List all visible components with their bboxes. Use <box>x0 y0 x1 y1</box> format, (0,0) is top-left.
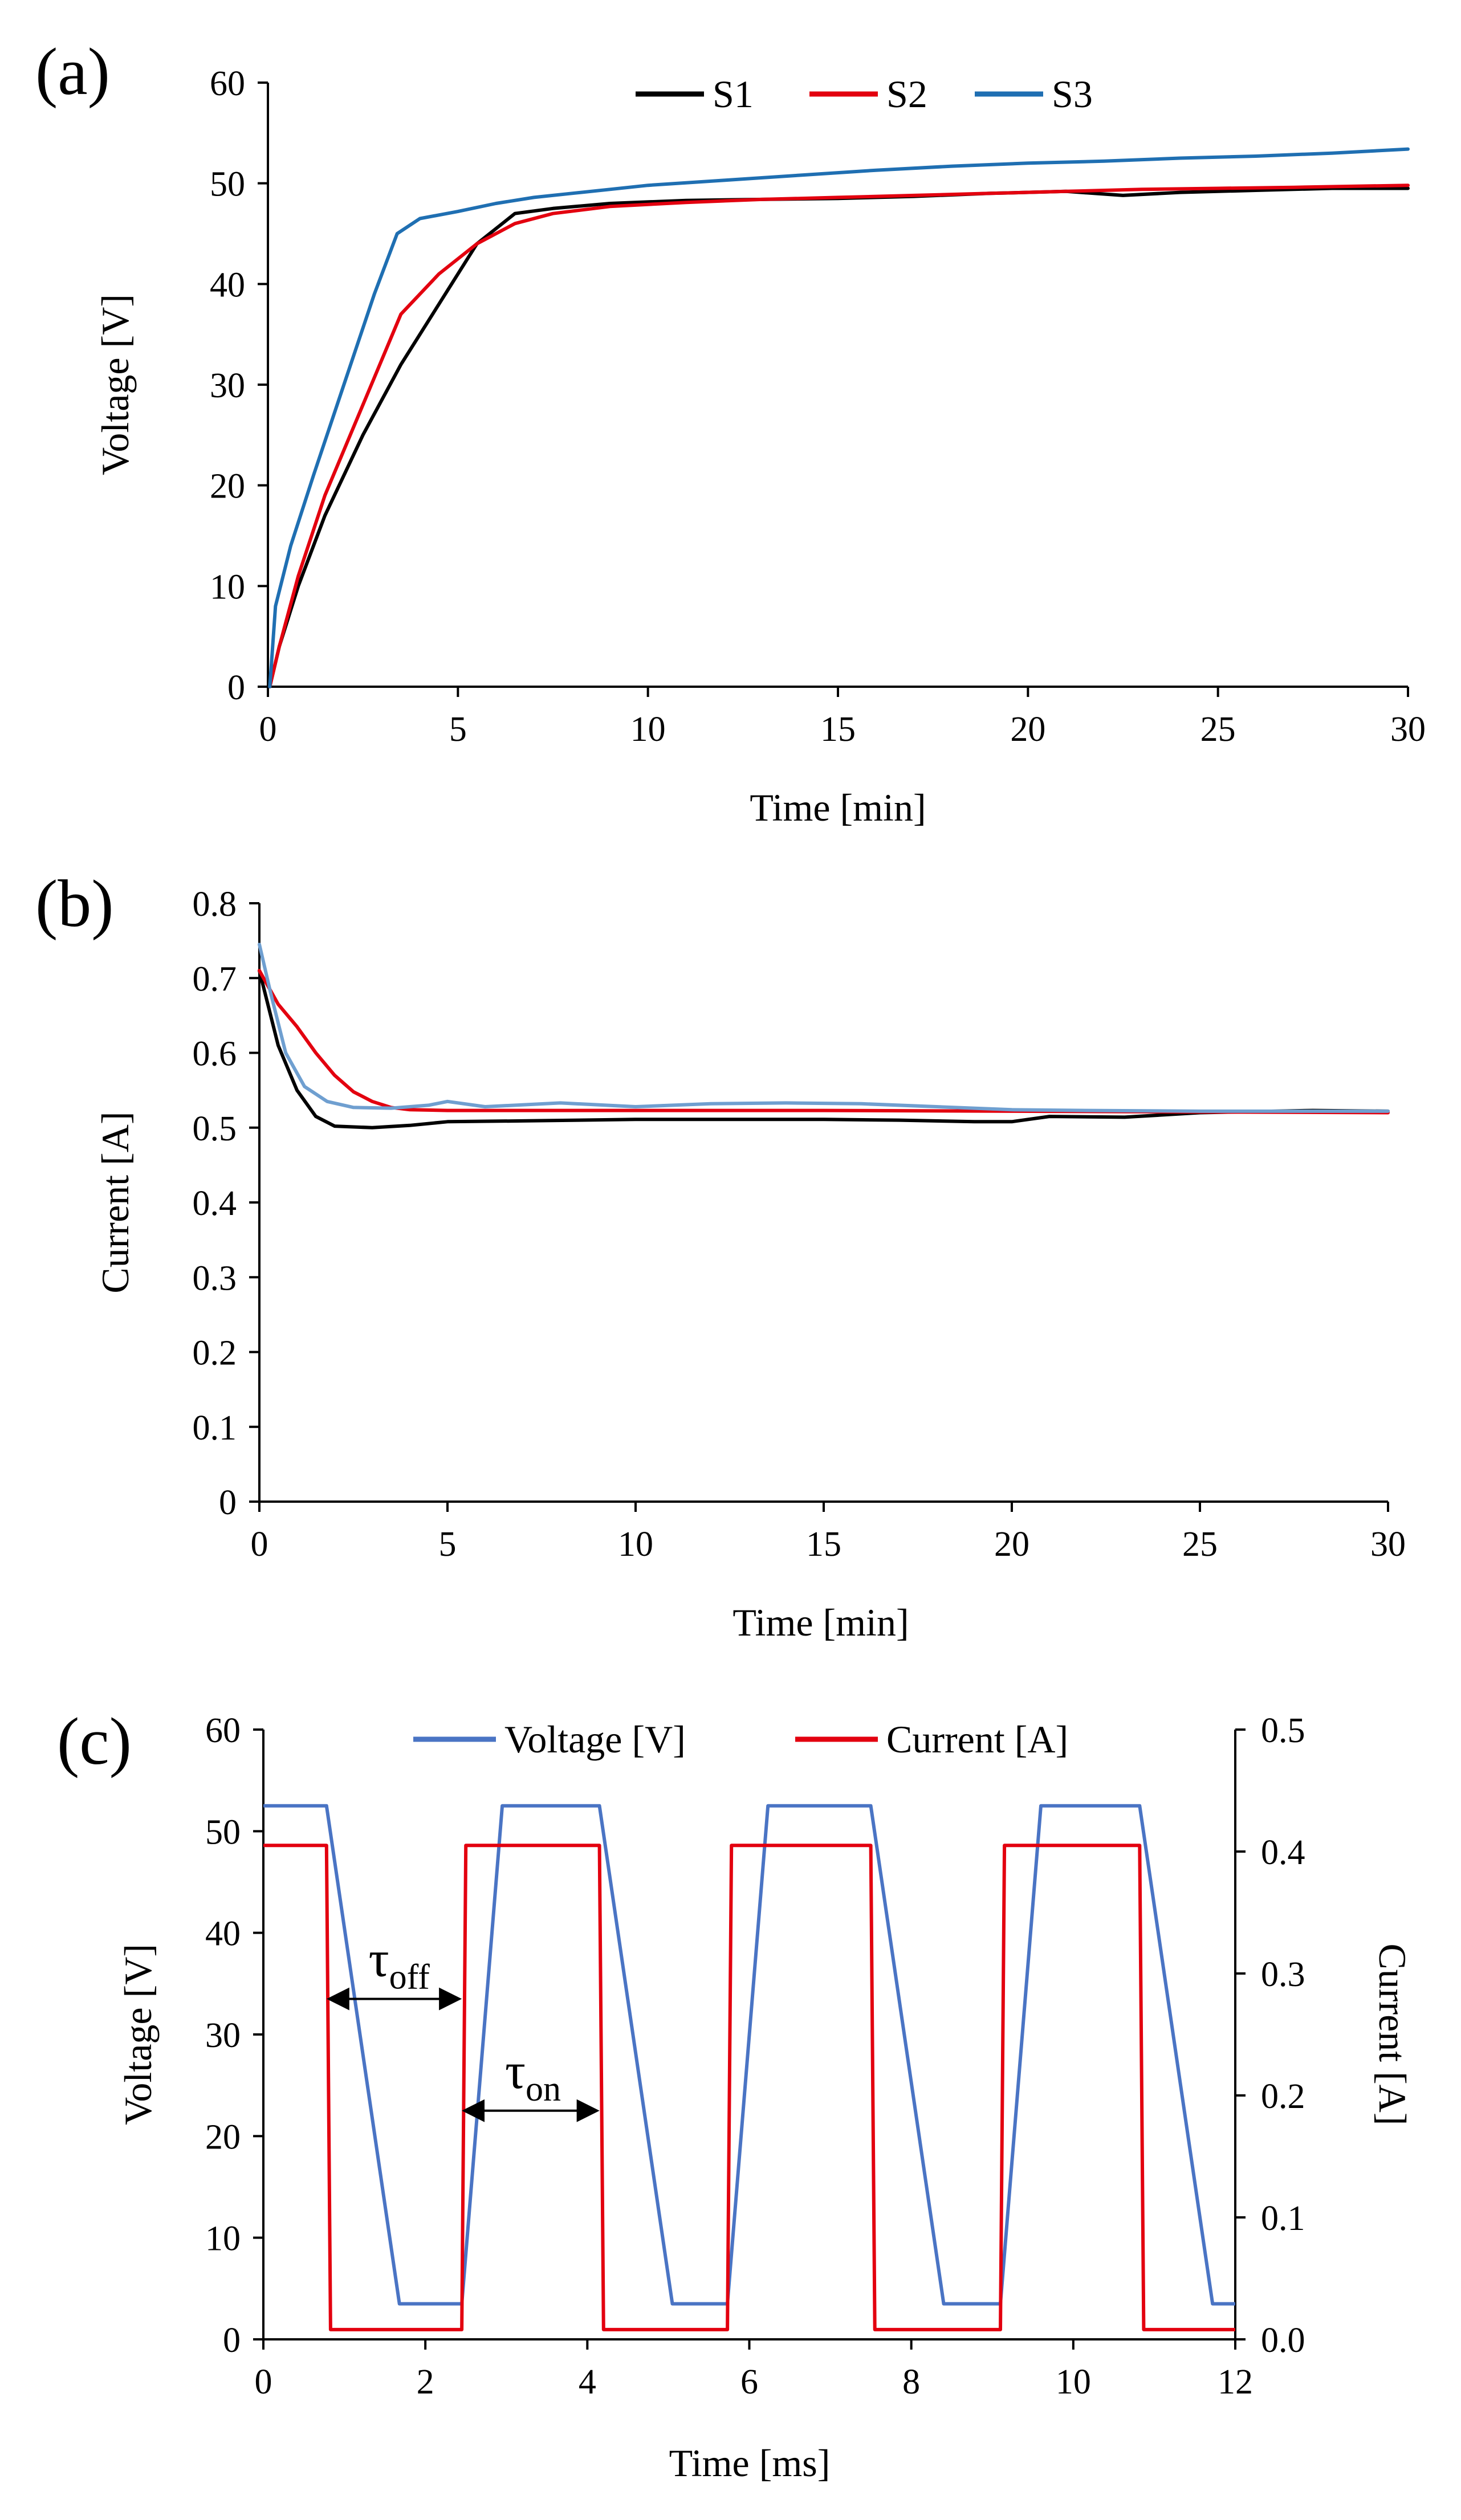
y-tick-label: 0.2 <box>193 1334 237 1373</box>
y-tick-label: 50 <box>210 165 245 204</box>
y-tick-label: 50 <box>205 1813 241 1852</box>
panel-b-label: (b) <box>35 866 114 941</box>
panel-c-annotations: τoff τon <box>326 1931 600 2122</box>
x-tick-label: 12 <box>1218 2363 1253 2401</box>
y-tick-label: 30 <box>205 2016 241 2055</box>
y-tick-label: 60 <box>210 64 245 103</box>
y-tick-label: 0.1 <box>193 1409 237 1447</box>
x-tick-label: 10 <box>1056 2363 1091 2401</box>
series-line-s3 <box>268 147 1410 688</box>
x-tick-label: 30 <box>1390 710 1426 749</box>
panel-b: (b) 0 5 10 15 20 25 30 0 0.1 0.2 0.3 0.4 0.5 0.6 0.7 0.… <box>35 866 1406 1644</box>
y-tick-label: 60 <box>205 1711 241 1750</box>
x-tick-label: 15 <box>806 1525 841 1564</box>
right-tick-label: 0.2 <box>1261 2077 1305 2116</box>
tau-on-label: τon <box>505 2043 561 2109</box>
y-tick-label: 40 <box>210 266 245 304</box>
series-line-s1 <box>258 969 1390 1129</box>
x-tick-label: 8 <box>902 2363 920 2401</box>
y-tick-label: 40 <box>205 1915 241 1954</box>
y-tick-label: 0 <box>223 2321 241 2360</box>
panel-b-x-axis-title: Time [min] <box>732 1601 909 1644</box>
panel-c: (c) 0 2 4 6 8 10 12 0 10 20 30 40 50 60 0.0 0.1 0.2 0.3 0.… <box>57 1704 1414 2485</box>
series-line-s2 <box>258 969 1390 1115</box>
panel-c-legend: Voltage [V] Current [A] <box>413 1718 1068 1761</box>
x-tick-label: 5 <box>439 1525 457 1564</box>
x-tick-label: 6 <box>740 2363 758 2401</box>
right-tick-label: 0.3 <box>1261 1955 1305 1994</box>
panel-a-series <box>268 147 1410 688</box>
tau-off-label: τoff <box>368 1931 430 1997</box>
x-tick-label: 0 <box>259 710 277 749</box>
panel-a-y-axis-title: Voltage [V] <box>93 294 137 475</box>
x-tick-label: 20 <box>994 1525 1029 1564</box>
panel-a-ticks: 0 5 10 15 20 25 30 0 10 20 30 40 50 60 <box>210 64 1426 749</box>
panel-c-x-axis-title: Time [ms] <box>669 2441 831 2485</box>
series-line-s2 <box>268 184 1410 688</box>
panel-c-series <box>263 1804 1235 2331</box>
panel-c-y-axis-title: Voltage [V] <box>116 1944 160 2125</box>
x-tick-label: 30 <box>1370 1525 1406 1564</box>
y-tick-label: 20 <box>205 2118 241 2156</box>
y-tick-label: 0.4 <box>193 1184 237 1223</box>
x-tick-label: 15 <box>820 710 856 749</box>
legend-label-s3: S3 <box>1052 72 1093 116</box>
legend-label-s2: S2 <box>886 72 927 116</box>
y-tick-label: 0.7 <box>193 960 237 998</box>
series-line-s3 <box>258 943 1390 1113</box>
legend-label-current: Current [A] <box>886 1718 1068 1761</box>
panel-c-right-axis-title: Current [A] <box>1371 1943 1414 2125</box>
panel-a: (a) 0 5 10 15 20 25 30 0 10 20 30 40 50 60 Time [min]… <box>35 34 1426 829</box>
x-tick-label: 5 <box>449 710 467 749</box>
y-tick-label: 30 <box>210 366 245 405</box>
panel-a-legend: S1 S2 S3 <box>636 72 1093 116</box>
y-tick-label: 0 <box>227 668 245 707</box>
x-tick-label: 2 <box>417 2363 434 2401</box>
series-line-s1 <box>268 186 1410 688</box>
right-tick-label: 0.1 <box>1261 2199 1305 2238</box>
panel-c-ticks: 0 2 4 6 8 10 12 0 10 20 30 40 50 60 0.0 0.1 0.2 0.3 0.4 0.5 <box>205 1711 1305 2401</box>
series-line-voltage <box>263 1804 1235 2306</box>
y-tick-label: 0.8 <box>193 885 237 924</box>
x-tick-label: 10 <box>618 1525 653 1564</box>
y-tick-label: 10 <box>210 568 245 606</box>
legend-label-s1: S1 <box>713 72 754 116</box>
x-tick-label: 10 <box>630 710 666 749</box>
y-tick-label: 20 <box>210 467 245 506</box>
y-tick-label: 0.3 <box>193 1259 237 1298</box>
right-tick-label: 0.0 <box>1261 2321 1305 2360</box>
legend-label-voltage: Voltage [V] <box>504 1718 686 1761</box>
right-tick-label: 0.4 <box>1261 1833 1305 1872</box>
panel-c-label: (c) <box>57 1704 132 1779</box>
right-tick-label: 0.5 <box>1261 1711 1305 1750</box>
x-tick-label: 0 <box>251 1525 268 1564</box>
panel-b-y-axis-title: Current [A] <box>93 1111 137 1293</box>
series-line-current <box>263 1844 1235 2331</box>
panel-b-series <box>258 943 1390 1129</box>
y-tick-label: 0.5 <box>193 1110 237 1148</box>
panel-b-ticks: 0 5 10 15 20 25 30 0 0.1 0.2 0.3 0.4 0.5 0.6 0.7 0.8 <box>193 885 1406 1564</box>
x-tick-label: 25 <box>1182 1525 1218 1564</box>
x-tick-label: 20 <box>1010 710 1045 749</box>
x-tick-label: 25 <box>1200 710 1236 749</box>
y-tick-label: 10 <box>205 2220 241 2258</box>
panel-a-x-axis-title: Time [min] <box>750 786 926 829</box>
panel-a-label: (a) <box>35 34 110 109</box>
y-tick-label: 0 <box>219 1483 237 1522</box>
x-tick-label: 0 <box>255 2363 272 2401</box>
x-tick-label: 4 <box>579 2363 596 2401</box>
y-tick-label: 0.6 <box>193 1035 237 1074</box>
